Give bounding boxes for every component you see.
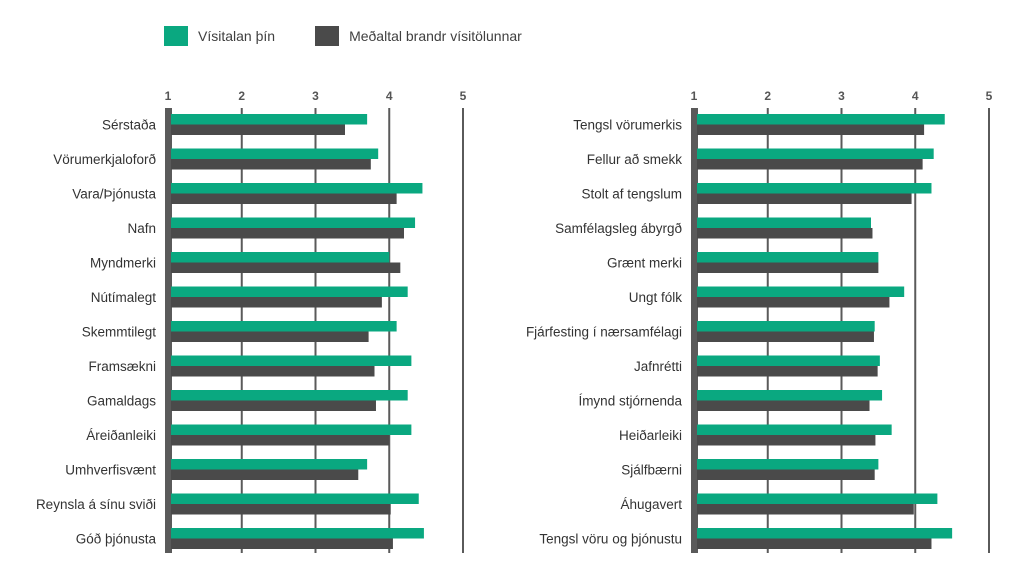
tick-label: 3 [312,89,319,103]
bar-series1 [171,252,390,263]
bar-series1 [697,252,879,263]
bar-series1 [697,148,934,159]
legend-label-series1: Vísitalan þín [198,28,276,44]
tick-label: 1 [691,89,698,103]
category-label: Tengsl vörumerkis [573,118,682,133]
category-label: Stolt af tengslum [581,187,682,202]
bar-series1 [697,183,932,194]
tick-label: 2 [238,89,245,103]
category-label: Vörumerkjaloforð [53,152,156,167]
bar-series2 [697,193,912,204]
legend-item-series1: Vísitalan þín [164,26,275,46]
tick-label: 4 [386,89,393,103]
bar-series2 [171,124,345,135]
bar-series2 [697,228,873,239]
bar-series1 [171,217,416,228]
bar-series2 [697,400,870,411]
category-label: Reynsla á sínu sviði [36,497,156,512]
bar-series1 [171,114,368,125]
y-axis-line [165,108,172,553]
tick-label: 3 [838,89,845,103]
category-label: Skemmtilegt [82,325,157,340]
bar-series1 [171,148,379,159]
category-label: Góð þjónusta [76,532,157,547]
tick-label: 5 [986,89,993,103]
bar-series1 [697,217,871,228]
bar-series1 [697,493,938,504]
bar-series1 [171,493,419,504]
bar-series1 [697,390,883,401]
category-label: Ungt fólk [629,290,683,305]
bar-series2 [171,228,404,239]
category-label: Nafn [127,221,156,236]
bar-series1 [697,114,945,125]
bar-series1 [171,424,412,435]
bar-series1 [171,183,423,194]
bar-series1 [697,459,879,470]
bar-series2 [171,297,382,308]
category-label: Ímynd stjórnenda [578,394,682,409]
legend-label-series2: Meðaltal brandr vísitölunnar [349,28,522,44]
tick-label: 5 [460,89,467,103]
bar-series1 [697,355,880,366]
category-label: Áreiðanleiki [86,428,156,443]
tick-label: 1 [165,89,172,103]
bar-series2 [171,159,371,170]
bar-series2 [171,193,397,204]
category-label: Jafnrétti [634,359,682,374]
bar-series2 [697,159,923,170]
category-label: Áhugavert [620,497,682,512]
tick-label: 2 [764,89,771,103]
bar-series2 [697,331,874,342]
category-label: Framsækni [88,359,156,374]
legend-swatch-series1 [164,26,188,46]
bar-series2 [697,124,925,135]
category-label: Sérstaða [102,118,157,133]
bar-series1 [171,286,408,297]
bar-series2 [171,435,390,446]
category-label: Heiðarleiki [619,428,682,443]
bar-series2 [697,435,876,446]
bar-series1 [697,424,892,435]
category-label: Nútímalegt [91,290,157,305]
category-label: Sjálfbærni [621,463,682,478]
bar-series2 [697,538,932,549]
bar-series2 [171,331,369,342]
bar-series1 [171,459,368,470]
category-label: Fellur að smekk [587,152,683,167]
bar-series2 [171,262,401,273]
bar-series1 [171,390,408,401]
legend-swatch-series2 [315,26,340,46]
bar-series2 [171,538,393,549]
bar-series1 [171,355,412,366]
bar-series2 [171,366,375,377]
category-label: Fjárfesting í nærsamfélagi [526,325,682,340]
bar-series1 [171,528,424,539]
bar-series2 [697,262,879,273]
bar-series1 [171,321,397,332]
category-label: Samfélagsleg ábyrgð [555,221,682,236]
bar-series2 [171,469,359,480]
bar-series2 [171,504,391,515]
category-label: Vara/Þjónusta [72,187,156,202]
legend-item-series2: Meðaltal brandr vísitölunnar [315,26,522,46]
bar-series1 [697,528,953,539]
bar-series2 [171,400,376,411]
bar-series2 [697,469,875,480]
category-label: Tengsl vöru og þjónustu [539,532,682,547]
y-axis-line [691,108,698,553]
legend: Vísitalan þín Meðaltal brandr vísitölunn… [164,26,522,46]
bar-series2 [697,366,878,377]
tick-label: 4 [912,89,919,103]
bar-series2 [697,297,890,308]
bar-series2 [697,504,914,515]
category-label: Gamaldags [87,394,156,409]
category-label: Umhverfisvænt [65,463,156,478]
bar-series1 [697,286,905,297]
category-label: Myndmerki [90,256,156,271]
bar-series1 [697,321,875,332]
category-label: Grænt merki [607,256,682,271]
